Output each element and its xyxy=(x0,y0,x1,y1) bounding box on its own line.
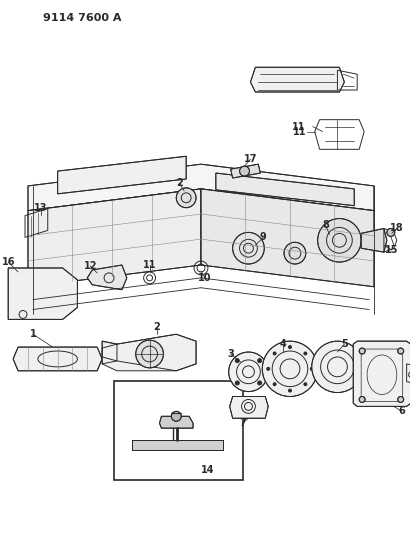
Circle shape xyxy=(262,341,318,397)
Text: 14: 14 xyxy=(201,465,215,475)
Circle shape xyxy=(240,166,249,176)
Polygon shape xyxy=(216,173,354,206)
Text: 13: 13 xyxy=(34,203,48,213)
Polygon shape xyxy=(87,265,127,290)
Circle shape xyxy=(398,397,404,402)
Text: 11: 11 xyxy=(143,260,156,270)
Circle shape xyxy=(233,232,264,264)
Text: 3: 3 xyxy=(227,349,234,359)
Circle shape xyxy=(359,348,365,354)
Text: 4: 4 xyxy=(279,339,286,349)
Circle shape xyxy=(235,381,239,385)
Polygon shape xyxy=(102,334,196,371)
Text: 9114 7600 A: 9114 7600 A xyxy=(43,13,121,23)
Text: 10: 10 xyxy=(198,273,212,283)
Circle shape xyxy=(235,359,239,362)
Circle shape xyxy=(289,345,291,349)
Polygon shape xyxy=(250,67,344,92)
Circle shape xyxy=(289,389,291,392)
Circle shape xyxy=(273,383,276,386)
Circle shape xyxy=(310,367,313,370)
Circle shape xyxy=(398,348,404,354)
Polygon shape xyxy=(361,229,387,252)
Circle shape xyxy=(284,243,306,264)
Circle shape xyxy=(171,411,181,421)
Circle shape xyxy=(312,341,363,393)
Text: 17: 17 xyxy=(244,154,257,164)
Text: 5: 5 xyxy=(341,339,348,349)
Text: 6: 6 xyxy=(398,406,405,416)
Text: 11: 11 xyxy=(292,122,306,132)
Text: 15: 15 xyxy=(385,245,399,255)
Circle shape xyxy=(387,229,395,236)
Polygon shape xyxy=(132,440,223,450)
Circle shape xyxy=(267,367,270,370)
Text: 11: 11 xyxy=(293,126,307,136)
Text: 2: 2 xyxy=(153,322,160,332)
Polygon shape xyxy=(13,347,102,371)
Circle shape xyxy=(304,383,307,386)
Polygon shape xyxy=(28,189,201,287)
Circle shape xyxy=(258,359,262,362)
Text: 7: 7 xyxy=(239,418,246,428)
Circle shape xyxy=(318,219,361,262)
Polygon shape xyxy=(28,164,374,211)
Text: 1: 1 xyxy=(30,329,36,339)
Polygon shape xyxy=(230,397,268,418)
Text: 8: 8 xyxy=(322,221,329,230)
Circle shape xyxy=(229,352,268,392)
Text: 2: 2 xyxy=(176,178,182,188)
Text: 12: 12 xyxy=(83,261,97,271)
Polygon shape xyxy=(231,164,260,178)
Circle shape xyxy=(176,188,196,208)
Text: 18: 18 xyxy=(390,223,404,233)
Polygon shape xyxy=(58,156,186,194)
Polygon shape xyxy=(353,341,411,406)
Text: 9: 9 xyxy=(260,232,267,243)
Circle shape xyxy=(136,340,164,368)
Circle shape xyxy=(273,352,276,355)
Polygon shape xyxy=(159,416,193,428)
Circle shape xyxy=(359,397,365,402)
Polygon shape xyxy=(8,268,77,319)
Text: 16: 16 xyxy=(2,257,15,267)
Circle shape xyxy=(304,352,307,355)
Circle shape xyxy=(258,381,262,385)
Polygon shape xyxy=(201,189,374,287)
